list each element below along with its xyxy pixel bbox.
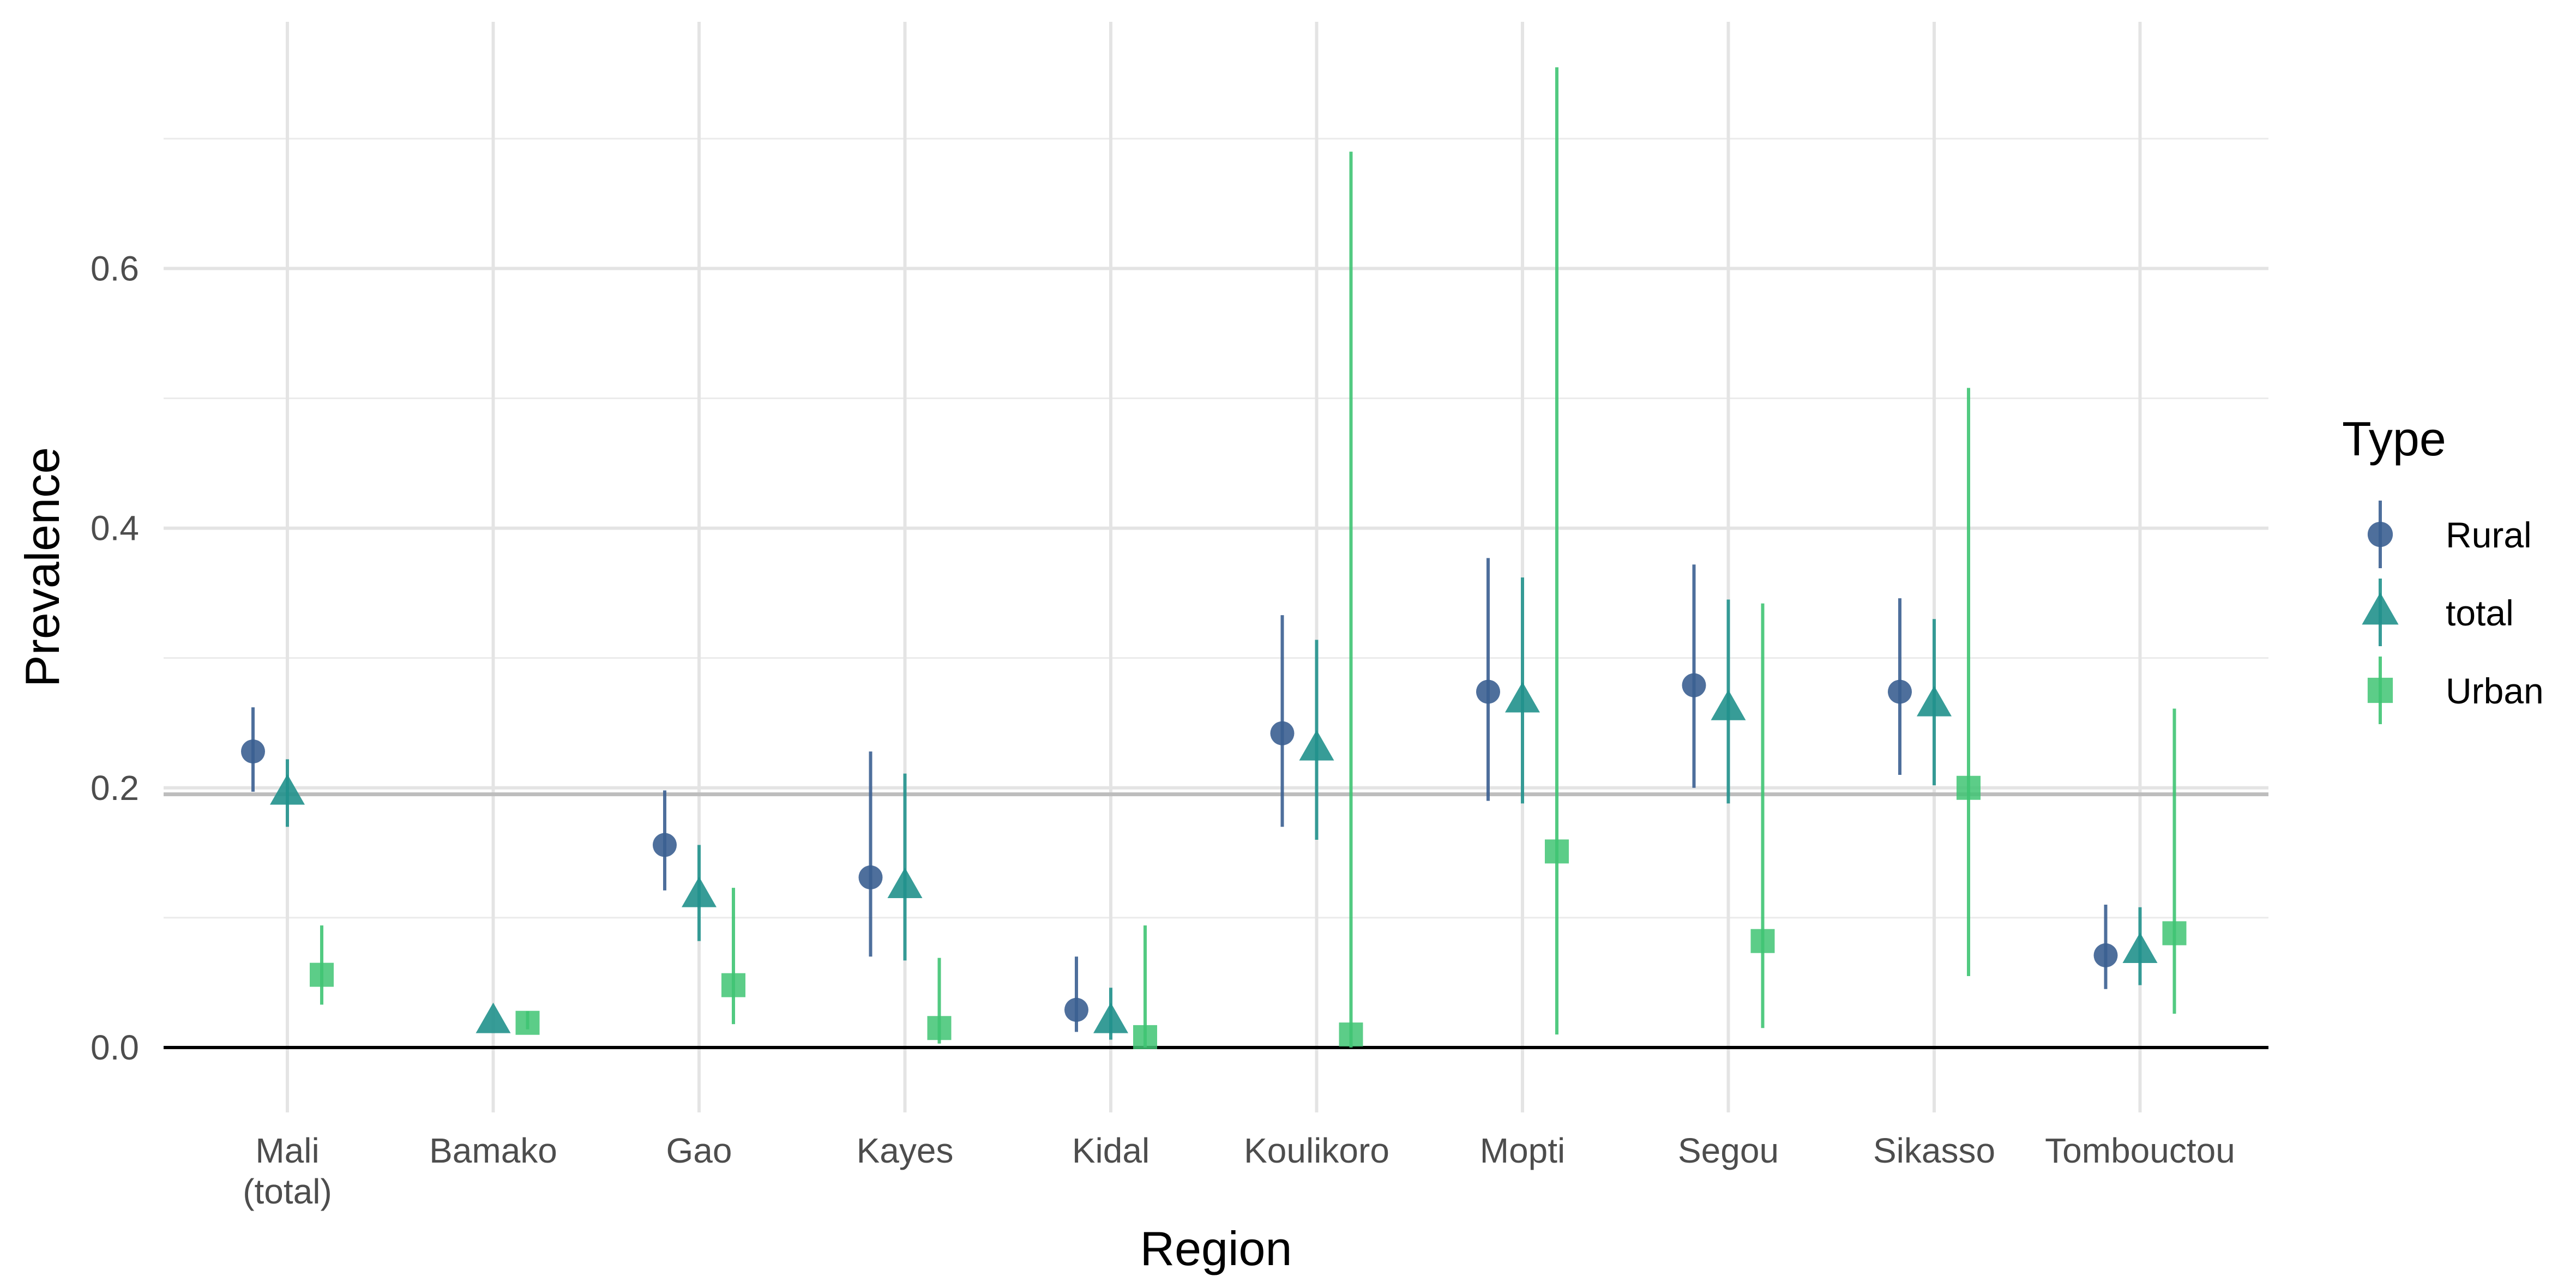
x-axis-title: Region [1140, 1221, 1292, 1275]
data-point [1476, 679, 1500, 704]
y-tick-labels: 0.0 0.2 0.4 0.6 [91, 249, 139, 1067]
x-tick-label: Tombouctou [2045, 1131, 2235, 1170]
data-point [2093, 943, 2118, 967]
y-axis-title: Prevalence [15, 447, 69, 687]
legend-label: Urban [2446, 671, 2544, 711]
data-point [858, 865, 883, 890]
data-point [1505, 682, 1540, 713]
minor-gridlines [164, 137, 2268, 919]
legend-item-total: total [2362, 579, 2514, 646]
data-point [310, 962, 334, 987]
legend-label: total [2446, 593, 2514, 633]
x-tick-label: (total) [243, 1172, 332, 1211]
data-point [1093, 1002, 1128, 1033]
data-point [1888, 679, 1912, 704]
data-point [2162, 921, 2187, 946]
reference-lines [164, 792, 2268, 1049]
data-point [241, 739, 265, 764]
data-point [721, 973, 745, 997]
data-point [515, 1010, 540, 1035]
data-point [653, 833, 677, 857]
data-point [1299, 730, 1334, 761]
y-tick-label: 0.2 [91, 768, 139, 808]
legend-label: Rural [2446, 515, 2532, 555]
data-point [927, 1016, 952, 1040]
data-point [270, 774, 305, 805]
x-tick-label: Sikasso [1873, 1131, 1995, 1170]
x-tick-label: Bamako [429, 1131, 557, 1170]
x-tick-label: Mopti [1480, 1131, 1566, 1170]
series-layer [241, 67, 2187, 1049]
data-point [1270, 721, 1295, 745]
data-point [476, 1002, 511, 1033]
y-tick-label: 0.0 [91, 1028, 139, 1067]
data-point [1064, 997, 1088, 1022]
data-point [1545, 839, 1569, 864]
x-tick-label: Koulikoro [1244, 1131, 1389, 1170]
legend-key-triangle [2362, 592, 2399, 625]
data-point [1133, 1025, 1157, 1049]
x-tick-labels: Mali(total) Bamako Gao Kayes Kidal Koulikoro M… [243, 1131, 2235, 1211]
data-point [1339, 1022, 1363, 1047]
data-point [1750, 929, 1775, 953]
y-tick-label: 0.4 [91, 509, 139, 548]
legend-key-circle [2367, 521, 2393, 547]
series-total [270, 577, 2158, 1040]
legend-item-rural: Rural [2367, 501, 2532, 568]
data-point [1711, 689, 1746, 720]
data-point [1957, 775, 1981, 800]
data-point [2122, 932, 2158, 964]
series-rural [241, 558, 2118, 1032]
data-point [887, 867, 923, 898]
legend-item-urban: Urban [2367, 657, 2544, 724]
data-point [1682, 673, 1706, 697]
x-tick-label: Kayes [857, 1131, 954, 1170]
data-point [1917, 685, 1952, 717]
x-tick-label: Mali [255, 1131, 319, 1170]
legend-title: Type [2342, 412, 2446, 466]
x-tick-label: Kidal [1072, 1131, 1149, 1170]
y-tick-label: 0.6 [91, 249, 139, 288]
x-tick-label: Segou [1678, 1131, 1779, 1170]
data-point [682, 876, 717, 907]
legend-items: Rural total Urban [2362, 501, 2544, 724]
legend-key-square [2367, 677, 2393, 703]
series-urban [310, 67, 2187, 1049]
x-tick-label: Gao [666, 1131, 732, 1170]
legend: Type Rural total Urban [2342, 412, 2544, 724]
